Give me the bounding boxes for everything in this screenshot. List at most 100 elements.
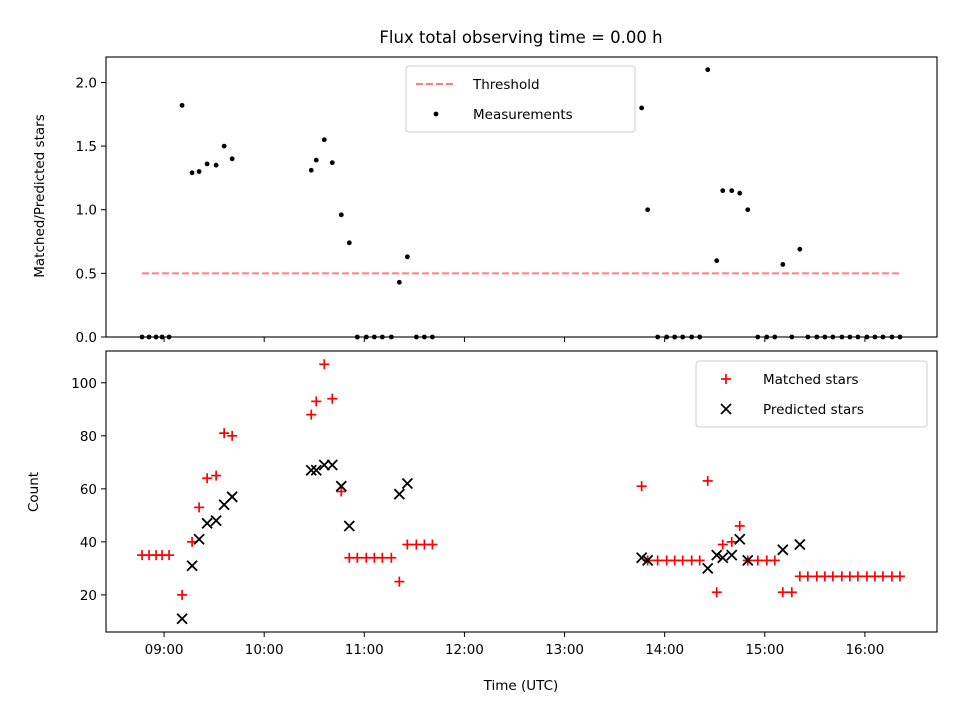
predicted-stars-point <box>642 554 654 567</box>
matched-stars-point <box>852 571 863 582</box>
matched-stars-point <box>311 396 322 407</box>
predicted-stars-point <box>717 552 729 564</box>
top-y-tick-label: 1.5 <box>76 139 97 155</box>
matched-stars-point <box>377 552 388 563</box>
measurements-point <box>714 258 720 264</box>
matched-stars-point <box>677 555 688 566</box>
bottom-legend: Matched stars Predicted stars <box>695 360 928 428</box>
bottom-y-tick-label: 100 <box>71 376 97 392</box>
matched-stars-point <box>194 502 205 513</box>
measurements-point <box>196 169 202 174</box>
measurements-point <box>213 162 219 168</box>
bottom-x-tick-label: 11:00 <box>345 642 384 658</box>
measurements-point <box>308 167 314 173</box>
matched-stars-point <box>327 393 338 404</box>
bottom-legend-box <box>695 360 928 428</box>
top-legend: Threshold Measurements <box>405 65 636 133</box>
bottom-x-tick-label: 10:00 <box>245 642 284 658</box>
predicted-stars-point <box>742 554 754 567</box>
bottom-y-tick-label: 20 <box>80 588 97 604</box>
matched-stars-point <box>427 539 438 550</box>
matched-stars-legend-label: Matched stars <box>763 372 859 388</box>
chart-title: Flux total observing time = 0.00 h <box>379 28 662 47</box>
measurements-point <box>313 157 319 163</box>
bottom-x-tick-label: 16:00 <box>845 642 884 658</box>
bottom-y-tick-label: 80 <box>80 429 97 445</box>
predicted-stars-point <box>401 477 413 490</box>
matched-stars-point <box>734 520 745 531</box>
matched-stars-point <box>786 587 797 598</box>
predicted-stars-point <box>305 464 317 476</box>
top-y-tick-label: 1.0 <box>76 203 97 219</box>
matched-stars-legend-marker <box>721 374 731 384</box>
measurements-point <box>189 170 195 176</box>
measurements-point <box>179 102 185 108</box>
predicted-stars-legend-label: Predicted stars <box>763 402 864 418</box>
top-legend-box <box>405 65 636 133</box>
predicted-stars-legend-marker <box>720 403 732 415</box>
measurements-point <box>639 105 645 111</box>
matched-stars-point <box>164 550 175 561</box>
predicted-stars-point <box>226 491 238 503</box>
top-y-tick-label: 0.0 <box>76 330 97 346</box>
matched-stars-point <box>711 587 722 598</box>
matched-stars-point <box>336 486 347 497</box>
measurements-point <box>705 67 711 73</box>
matched-stars-point <box>202 473 213 484</box>
bottom-panel: 09:00 10:00 11:00 12:00 13:00 14:00 15:00 16:00… <box>71 350 938 658</box>
predicted-stars-point <box>726 549 738 561</box>
measurements-point <box>329 160 335 166</box>
predicted-stars-point <box>711 549 723 561</box>
matched-stars-point <box>227 430 238 441</box>
bottom-y-tick-label: 40 <box>80 535 97 551</box>
predicted-stars-point <box>318 459 330 471</box>
matched-stars-point <box>652 555 663 566</box>
measurements-point <box>729 188 735 194</box>
measurements-point <box>346 240 352 246</box>
predicted-stars-point <box>210 515 222 527</box>
predicted-stars-point <box>193 533 205 545</box>
predicted-stars-point <box>176 613 188 625</box>
measurements-point <box>321 137 327 143</box>
measurements-point <box>204 161 210 167</box>
matched-stars-point <box>219 428 230 439</box>
predicted-stars-point <box>794 538 806 551</box>
matched-stars-point <box>777 587 788 598</box>
bottom-axes-frame <box>105 350 938 633</box>
top-y-tick-label: 0.5 <box>76 266 97 282</box>
predicted-stars-point <box>310 464 322 476</box>
predicted-stars-point <box>393 488 405 500</box>
measurements-legend-marker <box>433 111 439 117</box>
matched-stars-point <box>402 539 413 550</box>
measurements-point <box>396 279 402 285</box>
predicted-stars-point <box>777 544 789 556</box>
bottom-x-tick-label: 13:00 <box>545 642 584 658</box>
matched-stars-point <box>769 555 780 566</box>
predicted-stars-point <box>201 517 213 529</box>
predicted-stars-point <box>636 552 648 564</box>
matched-stars-point <box>894 571 905 582</box>
measurements-point <box>229 156 235 162</box>
matched-stars-point <box>306 409 317 420</box>
predicted-stars-point <box>702 562 714 575</box>
measurements-point <box>797 246 803 252</box>
matched-stars-point <box>177 589 188 600</box>
top-y-tick-label: 2.0 <box>76 75 97 91</box>
predicted-stars-point <box>326 459 338 471</box>
matched-stars-point <box>636 481 647 492</box>
matched-stars-point <box>726 536 737 547</box>
matched-stars-point <box>702 475 713 486</box>
predicted-stars-point <box>343 520 355 532</box>
bottom-x-tick-label: 09:00 <box>145 642 184 658</box>
matched-stars-point <box>352 552 363 563</box>
bottom-y-axis-label: Count <box>26 472 42 512</box>
matched-stars-point <box>694 555 705 566</box>
measurements-point <box>645 207 651 213</box>
measurements-point <box>780 262 786 267</box>
bottom-x-tick-label: 12:00 <box>445 642 484 658</box>
top-axes-frame <box>105 56 938 338</box>
threshold-legend-label: Threshold <box>472 77 540 93</box>
bottom-x-tick-label: 15:00 <box>745 642 784 658</box>
top-panel: 0.0 0.5 1.0 1.5 2.0 Threshold Measurements <box>76 56 938 346</box>
